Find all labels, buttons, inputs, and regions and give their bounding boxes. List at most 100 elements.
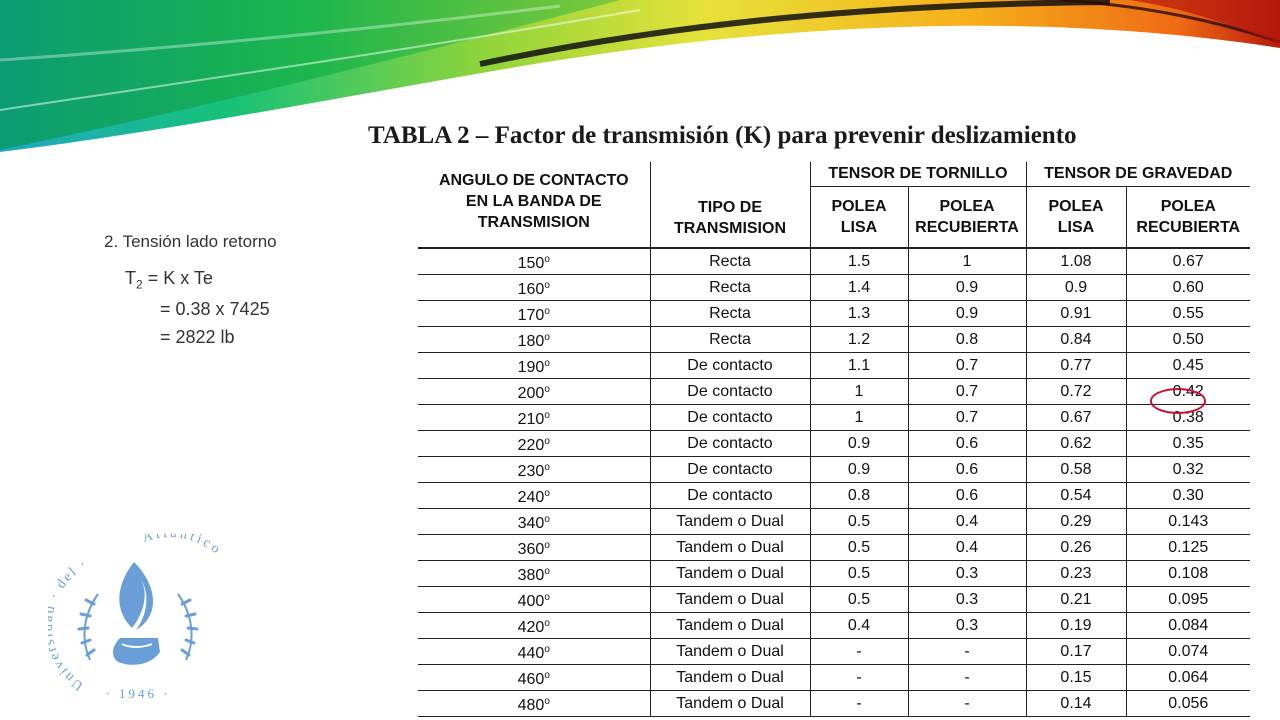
table-row: 200o De contacto 1 0.7 0.72 0.42 [418,378,1250,405]
university-seal-logo: Universidad · del · Atlántico · 1946 · [48,534,225,701]
return-tension-subtitle: 2. Tensión lado retorno [104,232,277,251]
header-screw-tensioner: TENSOR DE TORNILLO [810,162,1027,187]
cell-grav-smooth: 0.62 [1026,430,1127,457]
cell-grav-lagged: 0.143 [1126,508,1250,535]
cell-angle: 360o [418,534,651,561]
decorative-banner [0,0,1280,152]
cell-grav-smooth: 0.19 [1026,612,1127,639]
cell-angle: 380o [418,560,651,587]
cell-angle: 210o [418,404,651,431]
table-row: 230o De contacto 0.9 0.6 0.58 0.32 [418,456,1250,483]
table-row: 460o Tandem o Dual - -0.15 0.064 [418,664,1250,691]
header-gravity-tensioner: TENSOR DE GRAVEDAD [1026,162,1250,187]
cell-screw-smooth: 1.5 [810,248,909,275]
cell-screw-smooth: 1.3 [810,300,909,327]
cell-screw-lagged: 0.6 [908,430,1027,457]
cell-type: Tandem o Dual [650,534,811,561]
table-row: 480o Tandem o Dual - -0.14 0.056 [418,690,1250,717]
cell-screw-smooth: 0.4 [810,612,909,639]
cell-type: Tandem o Dual [650,612,811,639]
cell-grav-lagged: 0.064 [1126,664,1250,691]
header-angle: ANGULO DE CONTACTO EN LA BANDA DE TRANSM… [418,162,651,249]
cell-screw-lagged: 0.3 [908,612,1027,639]
cell-screw-lagged: 0.3 [908,560,1027,587]
cell-grav-lagged: 0.50 [1126,326,1250,353]
cell-type: De contacto [650,456,811,483]
cell-angle: 440o [418,638,651,665]
cell-screw-smooth: 0.5 [810,560,909,587]
cell-screw-smooth: 0.5 [810,586,909,613]
table-body: 150o Recta 1.5 1 1.08 0.67 160o Recta 1.4 0.9 0.9 0… [418,248,1250,717]
cell-grav-lagged: 0.056 [1126,690,1250,717]
cell-grav-smooth: 0.23 [1026,560,1127,587]
cell-screw-lagged: - [908,664,1027,691]
cell-type: De contacto [650,430,811,457]
cell-grav-lagged: 0.60 [1126,274,1250,301]
cell-angle: 480o [418,690,651,717]
cell-grav-lagged: 0.095 [1126,586,1250,613]
cell-angle: 460o [418,664,651,691]
cell-screw-lagged: 0.9 [908,300,1027,327]
cell-type: Tandem o Dual [650,508,811,535]
cell-angle: 150o [418,248,651,275]
cell-grav-smooth: 0.17 [1026,638,1127,665]
table-row: 170o Recta 1.3 0.9 0.91 0.55 [418,300,1250,327]
cell-screw-lagged: 0.7 [908,352,1027,379]
cell-screw-smooth: 0.9 [810,456,909,483]
cell-grav-lagged: 0.084 [1126,612,1250,639]
cell-screw-lagged: 0.6 [908,482,1027,509]
header-screw-lagged-pulley: POLEA RECUBIERTA [908,186,1027,249]
header-gravity-lagged-pulley: POLEA RECUBIERTA [1126,186,1250,249]
cell-screw-smooth: 1.2 [810,326,909,353]
cell-type: De contacto [650,352,811,379]
transmission-factor-table: ANGULO DE CONTACTO EN LA BANDA DE TRANSM… [418,162,1250,717]
cell-grav-lagged: 0.108 [1126,560,1250,587]
return-tension-calculation: 2. Tensión lado retorno T2 = K x Te = 0.… [104,232,277,355]
header-screw-smooth-pulley: POLEA LISA [810,186,909,249]
cell-grav-lagged: 0.074 [1126,638,1250,665]
table-title: TABLA 2 – Factor de transmisión (K) para… [368,122,1077,149]
table-row: 240o De contacto 0.8 0.6 0.54 0.30 [418,482,1250,509]
seal-text-left: Universidad · del · [48,556,88,693]
cell-grav-smooth: 0.29 [1026,508,1127,535]
cell-screw-smooth: 1.1 [810,352,909,379]
cell-angle: 190o [418,352,651,379]
cell-grav-lagged: 0.32 [1126,456,1250,483]
header-gravity-smooth-pulley: POLEA LISA [1026,186,1127,249]
table-row: 190o De contacto 1.1 0.7 0.77 0.45 [418,352,1250,379]
cell-screw-smooth: 1 [810,404,909,431]
cell-angle: 400o [418,586,651,613]
equation-line-1: T2 = K x Te [125,268,213,292]
cell-grav-lagged: 0.30 [1126,482,1250,509]
cell-screw-smooth: 0.9 [810,430,909,457]
cell-angle: 180o [418,326,651,353]
cell-grav-smooth: 0.54 [1026,482,1127,509]
cell-type: Recta [650,248,811,275]
cell-screw-smooth: 1.4 [810,274,909,301]
cell-screw-smooth: - [810,664,909,691]
cell-screw-lagged: - [908,690,1027,717]
seal-year: · 1946 · [105,686,170,701]
cell-type: De contacto [650,404,811,431]
cell-grav-lagged: 0.67 [1126,248,1250,275]
cell-screw-smooth: 1 [810,378,909,405]
cell-grav-lagged: 0.125 [1126,534,1250,561]
cell-type: Tandem o Dual [650,586,811,613]
table-row: 380o Tandem o Dual 0.5 0.3 0.23 0.108 [418,560,1250,587]
seal-text-right: Atlántico [141,534,222,559]
cell-grav-smooth: 0.14 [1026,690,1127,717]
cell-grav-lagged: 0.35 [1126,430,1250,457]
cell-angle: 200o [418,378,651,405]
cell-screw-smooth: - [810,690,909,717]
cell-screw-lagged: 0.8 [908,326,1027,353]
cell-screw-lagged: 0.4 [908,534,1027,561]
cell-grav-smooth: 0.67 [1026,404,1127,431]
cell-type: Recta [650,300,811,327]
cell-screw-smooth: 0.8 [810,482,909,509]
svg-text:Atlántico: Atlántico [141,534,225,559]
cell-screw-lagged: 0.9 [908,274,1027,301]
cell-screw-lagged: 0.7 [908,404,1027,431]
cell-screw-lagged: - [908,638,1027,665]
cell-type: De contacto [650,482,811,509]
cell-type: Tandem o Dual [650,638,811,665]
